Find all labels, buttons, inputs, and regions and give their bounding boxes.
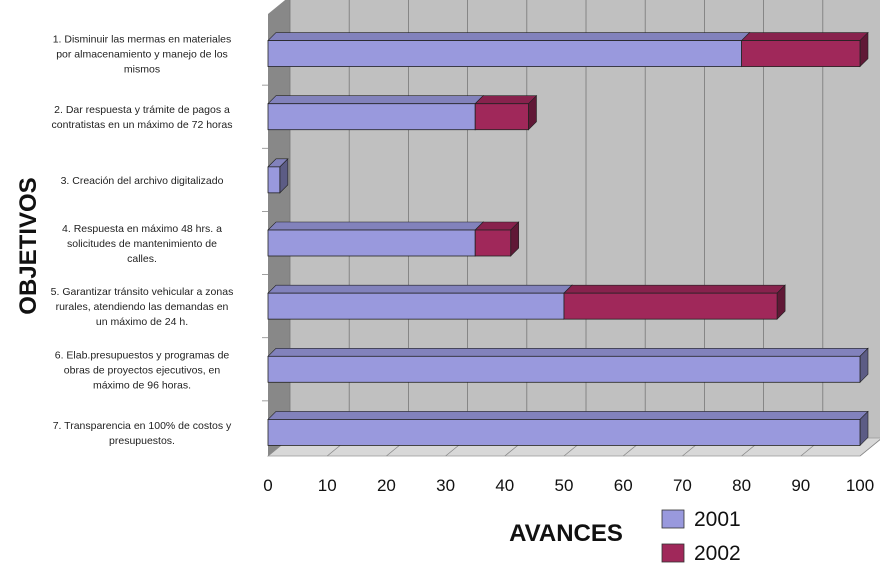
bar-2001-2 bbox=[267, 103, 476, 131]
category-label: rurales, atendiendo las demandas en bbox=[56, 301, 229, 313]
x-tick-label: 60 bbox=[614, 476, 633, 495]
bar-top bbox=[267, 221, 484, 231]
category-label: 6. Elab.presupuestos y programas de bbox=[55, 349, 230, 361]
bar-2002-5 bbox=[563, 292, 778, 320]
x-tick-label: 20 bbox=[377, 476, 396, 495]
bar-top bbox=[267, 95, 484, 105]
category-label: mismos bbox=[124, 64, 160, 76]
bar-2001-7 bbox=[267, 419, 861, 446]
category-label: 7. Transparencia en 100% de costos y bbox=[53, 420, 232, 432]
category-label: solicitudes de mantenimiento de bbox=[67, 238, 217, 250]
bar-2002-1 bbox=[741, 40, 861, 67]
x-tick-label: 40 bbox=[495, 476, 514, 495]
x-tick-label: 50 bbox=[555, 476, 574, 495]
bar-2001-6 bbox=[267, 355, 861, 383]
category-label: 1. Disminuir las mermas en materiales bbox=[53, 34, 232, 46]
bar-top bbox=[474, 95, 538, 105]
x-tick-label: 10 bbox=[318, 476, 337, 495]
category-label: por almacenamiento y manejo de los bbox=[56, 49, 228, 61]
legend-swatch bbox=[661, 543, 685, 563]
category-label: contratistas en un máximo de 72 horas bbox=[52, 119, 233, 131]
category-label: presupuestos. bbox=[109, 435, 175, 447]
bar-2002-2 bbox=[474, 103, 529, 131]
category-label: 5. Garantizar tránsito vehicular a zonas bbox=[51, 286, 234, 298]
bar-2001-5 bbox=[267, 292, 565, 320]
category-label: máximo de 96 horas. bbox=[93, 379, 191, 391]
category-label: 2. Dar respuesta y trámite de pagos a bbox=[54, 104, 230, 116]
x-tick-label: 70 bbox=[673, 476, 692, 495]
y-axis-title: OBJETIVOS bbox=[15, 177, 42, 314]
bar-top bbox=[267, 347, 869, 357]
bar-top bbox=[563, 284, 786, 294]
bar-2002-4 bbox=[474, 229, 512, 257]
legend-label: 2002 bbox=[694, 542, 741, 565]
category-label: obras de proyectos ejecutivos, en bbox=[64, 364, 221, 376]
bar-2001-1 bbox=[267, 40, 743, 67]
x-tick-label: 30 bbox=[436, 476, 455, 495]
bar-top bbox=[267, 284, 573, 294]
bar-2001-3 bbox=[267, 166, 281, 194]
category-label: 3. Creación del archivo digitalizado bbox=[61, 175, 224, 187]
x-tick-label: 100 bbox=[846, 476, 874, 495]
category-label: un máximo de 24 h. bbox=[96, 316, 188, 328]
x-tick-label: 80 bbox=[732, 476, 751, 495]
category-label: 4. Respuesta en máximo 48 hrs. a bbox=[62, 223, 222, 235]
floor-gridline bbox=[859, 439, 880, 457]
legend-label: 2001 bbox=[694, 508, 741, 531]
bar-top bbox=[267, 411, 869, 420]
x-tick-label: 90 bbox=[791, 476, 810, 495]
x-tick-label: 0 bbox=[263, 476, 272, 495]
x-axis-title: AVANCES bbox=[509, 520, 623, 547]
category-label: calles. bbox=[127, 253, 157, 265]
legend-swatch bbox=[661, 509, 685, 529]
bar-2001-4 bbox=[267, 229, 476, 257]
bar-top bbox=[267, 32, 751, 41]
bar-top bbox=[740, 32, 869, 41]
